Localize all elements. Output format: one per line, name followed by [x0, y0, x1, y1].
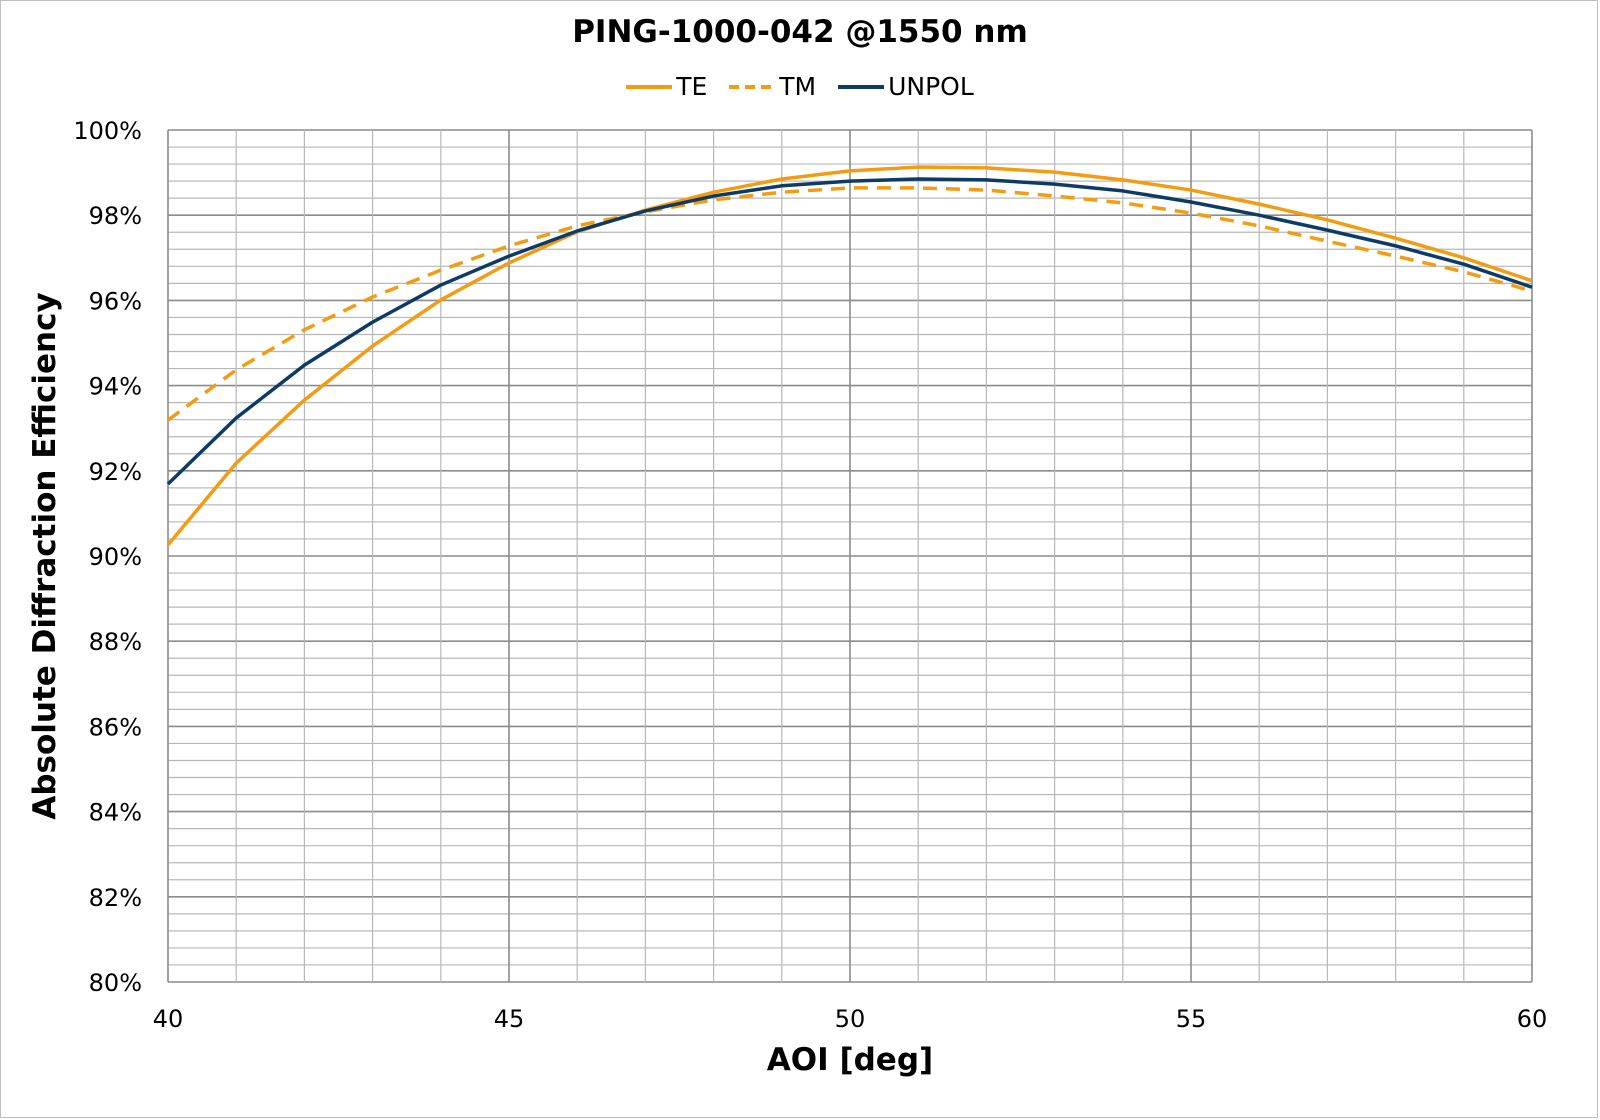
series-line-unpol — [166, 177, 1533, 486]
y-tick-label: 90% — [89, 543, 142, 571]
x-tick-label: 50 — [835, 1005, 866, 1033]
series-line-te — [166, 165, 1533, 547]
legend-item-unpol: UNPOL — [838, 72, 974, 101]
legend-item-te: TE — [626, 72, 707, 101]
y-tick-label: 84% — [89, 799, 142, 827]
chart-title: PING-1000-042 @1550 nm — [572, 14, 1028, 50]
legend-label-tm: TM — [779, 72, 817, 101]
y-tick-label: 100% — [73, 117, 142, 145]
series-lines — [166, 165, 1533, 547]
tick-labels: 40 45 50 55 60 80% 82% 84% 86% 88% 90% 92% 94% 96% 98%… — [73, 117, 1547, 1033]
legend-item-tm: TM — [729, 72, 816, 101]
x-tick-label: 40 — [153, 1005, 184, 1033]
y-tick-label: 80% — [89, 969, 142, 997]
legend-label-unpol: UNPOL — [888, 72, 974, 101]
legend-label-te: TE — [676, 72, 708, 101]
y-tick-label: 94% — [89, 373, 142, 401]
y-tick-label: 88% — [89, 628, 142, 656]
legend: TE TM UNPOL — [0, 72, 1600, 101]
y-tick-label: 86% — [89, 713, 142, 741]
x-axis-label: AOI [deg] — [767, 1042, 933, 1078]
y-axis-label: Absolute Diffraction Efficiency — [27, 292, 63, 819]
x-tick-label: 60 — [1517, 1005, 1548, 1033]
y-tick-label: 82% — [89, 884, 142, 912]
x-tick-label: 45 — [494, 1005, 525, 1033]
gridlines — [167, 129, 1533, 983]
series-line-tm — [166, 186, 1533, 422]
x-tick-label: 55 — [1176, 1005, 1207, 1033]
y-tick-label: 96% — [89, 287, 142, 315]
y-tick-label: 98% — [89, 202, 142, 230]
y-tick-label: 92% — [89, 458, 142, 486]
